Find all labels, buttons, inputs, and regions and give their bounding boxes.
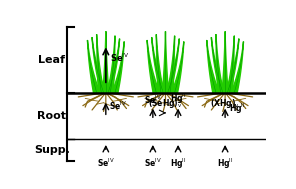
Polygon shape: [216, 34, 223, 93]
Text: Hg$^{\mathsf{II}}$: Hg$^{\mathsf{II}}$: [229, 101, 245, 116]
Text: Root: Root: [37, 111, 66, 121]
Text: Se$^{\mathsf{IV}}$: Se$^{\mathsf{IV}}$: [144, 156, 162, 169]
Text: Se$^{\mathsf{IV}}$: Se$^{\mathsf{IV}}$: [110, 51, 130, 64]
Polygon shape: [147, 40, 160, 93]
Text: Se$^{\mathsf{IV}}$: Se$^{\mathsf{IV}}$: [97, 156, 115, 169]
Text: Se$^{\mathsf{IV}}$: Se$^{\mathsf{IV}}$: [109, 99, 127, 112]
Polygon shape: [207, 40, 219, 93]
Polygon shape: [227, 36, 234, 93]
Text: (XHg)$_{\mathsf{v}}$: (XHg)$_{\mathsf{v}}$: [210, 97, 240, 110]
Text: (SeHg)$_{\mathsf{v}}$: (SeHg)$_{\mathsf{v}}$: [148, 97, 183, 110]
Polygon shape: [156, 34, 164, 93]
Polygon shape: [88, 40, 100, 93]
Polygon shape: [152, 37, 166, 93]
Polygon shape: [167, 36, 175, 93]
Polygon shape: [107, 36, 115, 93]
Text: Hg$^{\mathsf{II}}$: Hg$^{\mathsf{II}}$: [170, 91, 186, 106]
Polygon shape: [163, 31, 168, 93]
Text: Leaf: Leaf: [38, 55, 65, 65]
Polygon shape: [92, 37, 106, 93]
Polygon shape: [112, 42, 124, 93]
Polygon shape: [165, 39, 179, 93]
Polygon shape: [231, 42, 244, 93]
Polygon shape: [96, 34, 104, 93]
Polygon shape: [211, 37, 225, 93]
Text: Hg$^{\mathsf{II}}$: Hg$^{\mathsf{II}}$: [217, 156, 233, 171]
Polygon shape: [222, 31, 228, 93]
Polygon shape: [172, 42, 184, 93]
Text: Se$^{\mathsf{IV}}$: Se$^{\mathsf{IV}}$: [144, 93, 162, 106]
Polygon shape: [103, 31, 109, 93]
Text: Hg$^{\mathsf{II}}$: Hg$^{\mathsf{II}}$: [170, 156, 186, 171]
Polygon shape: [225, 39, 239, 93]
Text: Supp.: Supp.: [34, 145, 70, 155]
Polygon shape: [106, 39, 120, 93]
